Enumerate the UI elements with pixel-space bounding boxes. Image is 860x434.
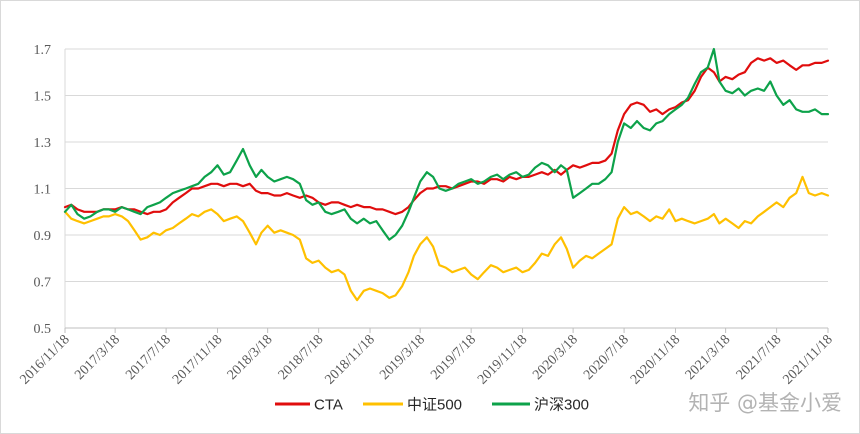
series-line-csi300 xyxy=(63,47,830,241)
y-tick-labels: 0.5 0.7 0.9 1.1 1.3 1.5 1.7 xyxy=(34,43,52,337)
series-lines xyxy=(63,47,830,302)
legend-item-csi300: 沪深300 xyxy=(492,397,589,414)
legend-item-csi500: 中证500 xyxy=(363,397,462,414)
series-line-cta xyxy=(63,57,830,216)
series-line-csi500 xyxy=(63,175,830,302)
y-tick-label: 1.7 xyxy=(34,43,52,58)
watermark: 知乎 @基金小爱 xyxy=(688,391,842,415)
legend-label-csi300: 沪深300 xyxy=(534,397,589,414)
y-tick-label: 1.1 xyxy=(34,183,52,198)
legend-label-csi500: 中证500 xyxy=(407,397,462,414)
y-tick-label: 1.3 xyxy=(34,136,52,151)
legend-label-cta: CTA xyxy=(314,397,343,414)
y-tick-label: 0.5 xyxy=(34,322,52,337)
legend: CTA 中证500 沪深300 xyxy=(275,397,589,414)
legend-item-cta: CTA xyxy=(275,397,343,414)
y-tick-label: 0.9 xyxy=(34,229,52,244)
y-tick-label: 1.5 xyxy=(34,90,52,105)
y-tick-label: 0.7 xyxy=(34,276,52,291)
